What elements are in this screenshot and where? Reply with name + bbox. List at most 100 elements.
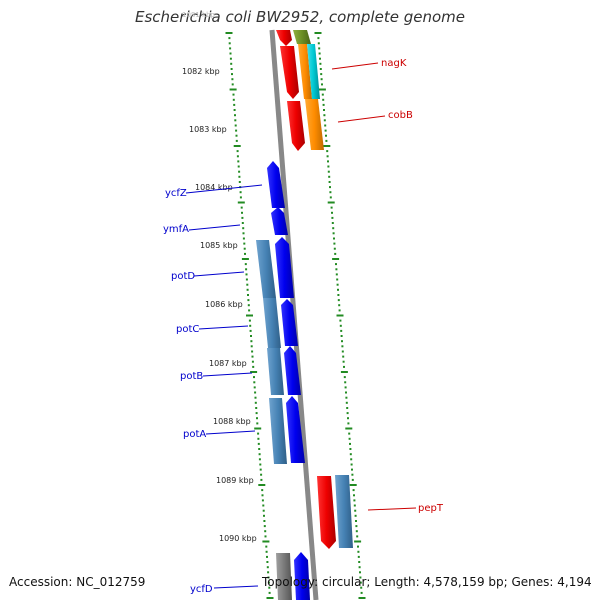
minor-tick [329, 186, 331, 189]
ruler-label-1083: 1083 kbp [189, 125, 227, 134]
connector-nagk [331, 62, 379, 70]
gene-potb-blue [284, 346, 301, 395]
gene-potc-blue [281, 299, 298, 346]
major-tick [258, 484, 266, 486]
major-tick [225, 32, 233, 34]
minor-tick [267, 571, 270, 574]
connector-potc [198, 325, 249, 330]
connector-ycfd [213, 585, 259, 589]
minor-tick [239, 191, 242, 194]
major-tick [345, 427, 353, 430]
minor-tick [345, 401, 348, 404]
minor-tick [333, 247, 336, 250]
minor-tick [258, 448, 261, 450]
minor-tick [253, 381, 256, 384]
gene-orange-cobb [305, 99, 324, 150]
minor-tick [264, 530, 267, 533]
minor-tick [266, 561, 269, 563]
minor-tick [245, 273, 248, 276]
minor-tick [324, 124, 327, 127]
minor-tick [265, 545, 268, 548]
minor-tick [329, 196, 332, 199]
minor-tick [257, 432, 260, 435]
gene-pota-blue [286, 396, 305, 463]
minor-tick [233, 109, 236, 111]
gene-label-potc: potC [176, 324, 199, 335]
minor-tick [251, 355, 254, 358]
minor-tick [349, 442, 351, 445]
minor-tick [242, 227, 245, 230]
gene-label-potb: potB [180, 371, 203, 382]
gene-potb-steel [267, 348, 284, 395]
major-tick [314, 32, 322, 34]
minor-tick [236, 155, 239, 158]
minor-tick [318, 47, 321, 50]
minor-tick [329, 191, 332, 194]
major-tick [332, 258, 340, 260]
connector-potb [202, 372, 253, 377]
minor-tick [343, 376, 346, 379]
minor-tick [238, 170, 241, 173]
minor-tick [348, 432, 351, 435]
minor-tick [263, 520, 266, 522]
minor-tick [234, 114, 236, 117]
gene-label-pota: potA [183, 429, 206, 440]
minor-tick [246, 288, 249, 291]
minor-tick [354, 509, 357, 512]
minor-tick [360, 591, 363, 594]
ruler-label-1089: 1089 kbp [216, 476, 254, 485]
major-tick [254, 427, 262, 430]
connector-pota [205, 430, 256, 435]
minor-tick [253, 386, 256, 389]
minor-tick [337, 294, 340, 296]
minor-tick [255, 412, 258, 415]
minor-tick [335, 273, 338, 276]
minor-tick [345, 396, 348, 399]
minor-tick [322, 98, 325, 101]
map-title: Escherichia coli BW2952, complete genome [135, 8, 465, 26]
minor-tick [351, 468, 353, 471]
minor-tick [247, 304, 250, 307]
minor-tick [353, 499, 356, 502]
ruler-label-1082: 1082 kbp [182, 67, 220, 76]
minor-tick [242, 237, 245, 240]
gene-label-ycfd: ycfD [190, 584, 213, 595]
minor-tick [250, 335, 252, 337]
minor-tick [234, 119, 237, 122]
minor-tick [267, 581, 270, 584]
minor-tick [319, 57, 321, 60]
minor-tick [228, 37, 231, 40]
minor-tick [357, 545, 359, 548]
minor-tick [252, 365, 255, 368]
minor-tick [317, 42, 320, 45]
minor-tick [261, 489, 264, 492]
minor-tick [232, 93, 235, 96]
minor-tick [241, 222, 244, 224]
minor-tick [257, 442, 260, 445]
minor-tick [237, 165, 240, 168]
minor-tick [240, 206, 243, 209]
gene-ycfd [294, 552, 310, 600]
minor-tick [344, 386, 347, 389]
minor-tick [345, 391, 347, 394]
minor-tick [259, 463, 262, 466]
minor-tick [235, 139, 238, 142]
minor-tick [242, 232, 245, 235]
minor-tick [260, 478, 263, 481]
minor-tick [325, 139, 328, 142]
gene-labels: ycfZ ymfA potD potC potB potA ycfD nagK … [163, 58, 444, 595]
minor-tick [358, 561, 361, 563]
minor-tick [336, 278, 339, 281]
ruler-label-1084: 1084 kbp [195, 183, 233, 192]
minor-tick [261, 499, 264, 502]
minor-tick [248, 309, 251, 312]
minor-tick [230, 68, 233, 70]
gene-red-top [276, 30, 292, 46]
minor-tick [327, 160, 329, 163]
minor-tick [238, 175, 241, 178]
connector-ymfa [188, 224, 241, 231]
topology-text: Topology: circular; Length: 4,578,159 bp… [262, 575, 592, 589]
minor-tick [326, 155, 329, 158]
minor-tick [321, 83, 323, 86]
major-tick [241, 258, 249, 260]
